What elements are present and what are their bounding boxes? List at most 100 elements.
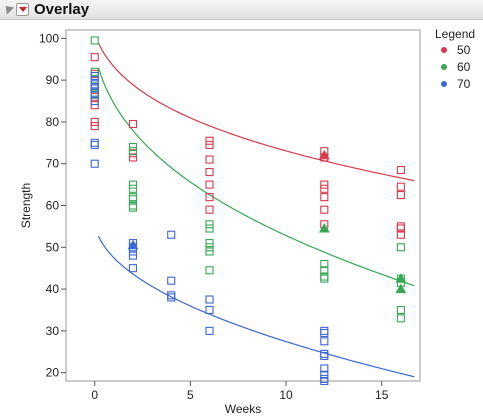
data-point-60 xyxy=(320,259,329,269)
y-axis: 20 30 40 50 60 70 80 90 100 xyxy=(39,31,66,380)
legend-label-70: 70 xyxy=(457,77,471,91)
data-point-50 xyxy=(396,230,405,239)
x-tick-label: 5 xyxy=(187,388,194,402)
data-point-70 xyxy=(90,96,99,106)
y-tick-label: 50 xyxy=(46,240,60,254)
data-point-50 xyxy=(396,224,405,233)
red-triangle-icon xyxy=(19,7,27,12)
data-point-50 xyxy=(396,182,405,191)
report-title[interactable]: Overlay xyxy=(34,1,90,18)
data-point-70 xyxy=(320,328,329,337)
data-point-70 xyxy=(128,251,138,260)
legend-label-50: 50 xyxy=(457,43,471,57)
data-point-70 xyxy=(167,230,176,239)
data-point-70 xyxy=(320,376,329,386)
x-tick-label: 10 xyxy=(279,388,293,402)
data-point-60 xyxy=(90,36,99,45)
data-point-60 xyxy=(128,142,138,152)
y-tick-label: 40 xyxy=(46,282,60,296)
data-point-70 xyxy=(320,337,329,346)
y-tick-label: 90 xyxy=(46,73,60,87)
data-point-50 xyxy=(205,180,214,189)
data-point-60 xyxy=(396,314,405,323)
data-point-50 xyxy=(128,153,138,162)
data-point-50 xyxy=(90,53,99,62)
mean-marker-70 xyxy=(127,239,139,250)
data-point-50 xyxy=(320,193,329,202)
x-tick-label: 15 xyxy=(375,388,389,402)
data-point-50 xyxy=(128,119,138,129)
data-point-70 xyxy=(90,88,99,97)
data-point-70 xyxy=(90,159,99,168)
plot-frame xyxy=(65,29,421,382)
mean-marker-60 xyxy=(318,222,330,233)
data-point-70 xyxy=(320,351,329,360)
data-point-50 xyxy=(205,140,214,149)
fit-curve-70 xyxy=(97,235,415,378)
data-point-50 xyxy=(90,122,99,131)
data-point-60 xyxy=(205,243,214,252)
data-point-70 xyxy=(90,140,99,149)
data-point-50 xyxy=(205,168,214,177)
data-point-60 xyxy=(128,180,138,189)
mean-marker-60 xyxy=(395,283,407,294)
data-point-50 xyxy=(205,155,214,164)
legend[interactable]: Legend 50 60 70 xyxy=(435,27,475,91)
data-point-60 xyxy=(320,274,329,283)
red-menu-triangle-button[interactable] xyxy=(16,3,29,16)
data-point-50 xyxy=(205,193,214,202)
data-point-50 xyxy=(90,101,99,110)
data-points xyxy=(90,36,407,386)
y-tick-label: 60 xyxy=(46,199,60,213)
data-point-50 xyxy=(320,205,329,214)
legend-marker-50 xyxy=(441,47,447,53)
y-axis-label: Strength xyxy=(19,183,33,228)
mean-marker-60 xyxy=(395,273,407,283)
data-point-70 xyxy=(167,276,176,285)
data-point-60 xyxy=(90,67,99,76)
data-point-60 xyxy=(396,243,405,252)
data-point-70 xyxy=(90,80,99,89)
data-point-70 xyxy=(205,326,214,335)
fit-curves xyxy=(97,42,415,378)
y-tick-label: 20 xyxy=(46,366,60,380)
data-point-50 xyxy=(396,191,405,200)
data-point-60 xyxy=(205,247,214,256)
data-point-70 xyxy=(320,370,329,379)
data-point-70 xyxy=(205,295,214,304)
legend-marker-60 xyxy=(441,64,447,70)
legend-label-60: 60 xyxy=(457,60,471,74)
data-point-60 xyxy=(128,195,138,204)
data-point-70 xyxy=(90,76,99,85)
data-point-50 xyxy=(90,117,99,126)
data-point-60 xyxy=(205,266,214,275)
data-point-70 xyxy=(90,71,99,81)
x-tick-label: 0 xyxy=(91,388,98,402)
legend-title: Legend xyxy=(435,27,475,41)
data-point-60 xyxy=(205,239,214,248)
fit-curve-60 xyxy=(97,67,415,287)
y-tick-label: 80 xyxy=(46,115,60,129)
data-point-50 xyxy=(320,180,329,189)
data-point-50 xyxy=(320,184,329,193)
data-point-50 xyxy=(205,205,214,214)
data-point-60 xyxy=(205,224,214,233)
fit-curve-50 xyxy=(97,42,415,182)
mean-marker-50 xyxy=(318,149,330,160)
data-point-70 xyxy=(205,305,214,315)
x-axis: 0 5 10 15 xyxy=(91,381,389,402)
data-point-50 xyxy=(205,136,214,145)
data-point-70 xyxy=(90,84,99,93)
data-point-70 xyxy=(128,264,138,273)
data-point-60 xyxy=(128,203,138,212)
data-point-70 xyxy=(320,364,329,373)
y-tick-label: 30 xyxy=(46,324,60,338)
data-point-60 xyxy=(396,305,405,315)
y-tick-label: 100 xyxy=(39,31,59,45)
data-point-60 xyxy=(205,220,214,229)
data-point-50 xyxy=(396,165,405,175)
data-point-60 xyxy=(128,147,138,156)
y-tick-label: 70 xyxy=(46,157,60,171)
data-point-70 xyxy=(167,293,176,302)
